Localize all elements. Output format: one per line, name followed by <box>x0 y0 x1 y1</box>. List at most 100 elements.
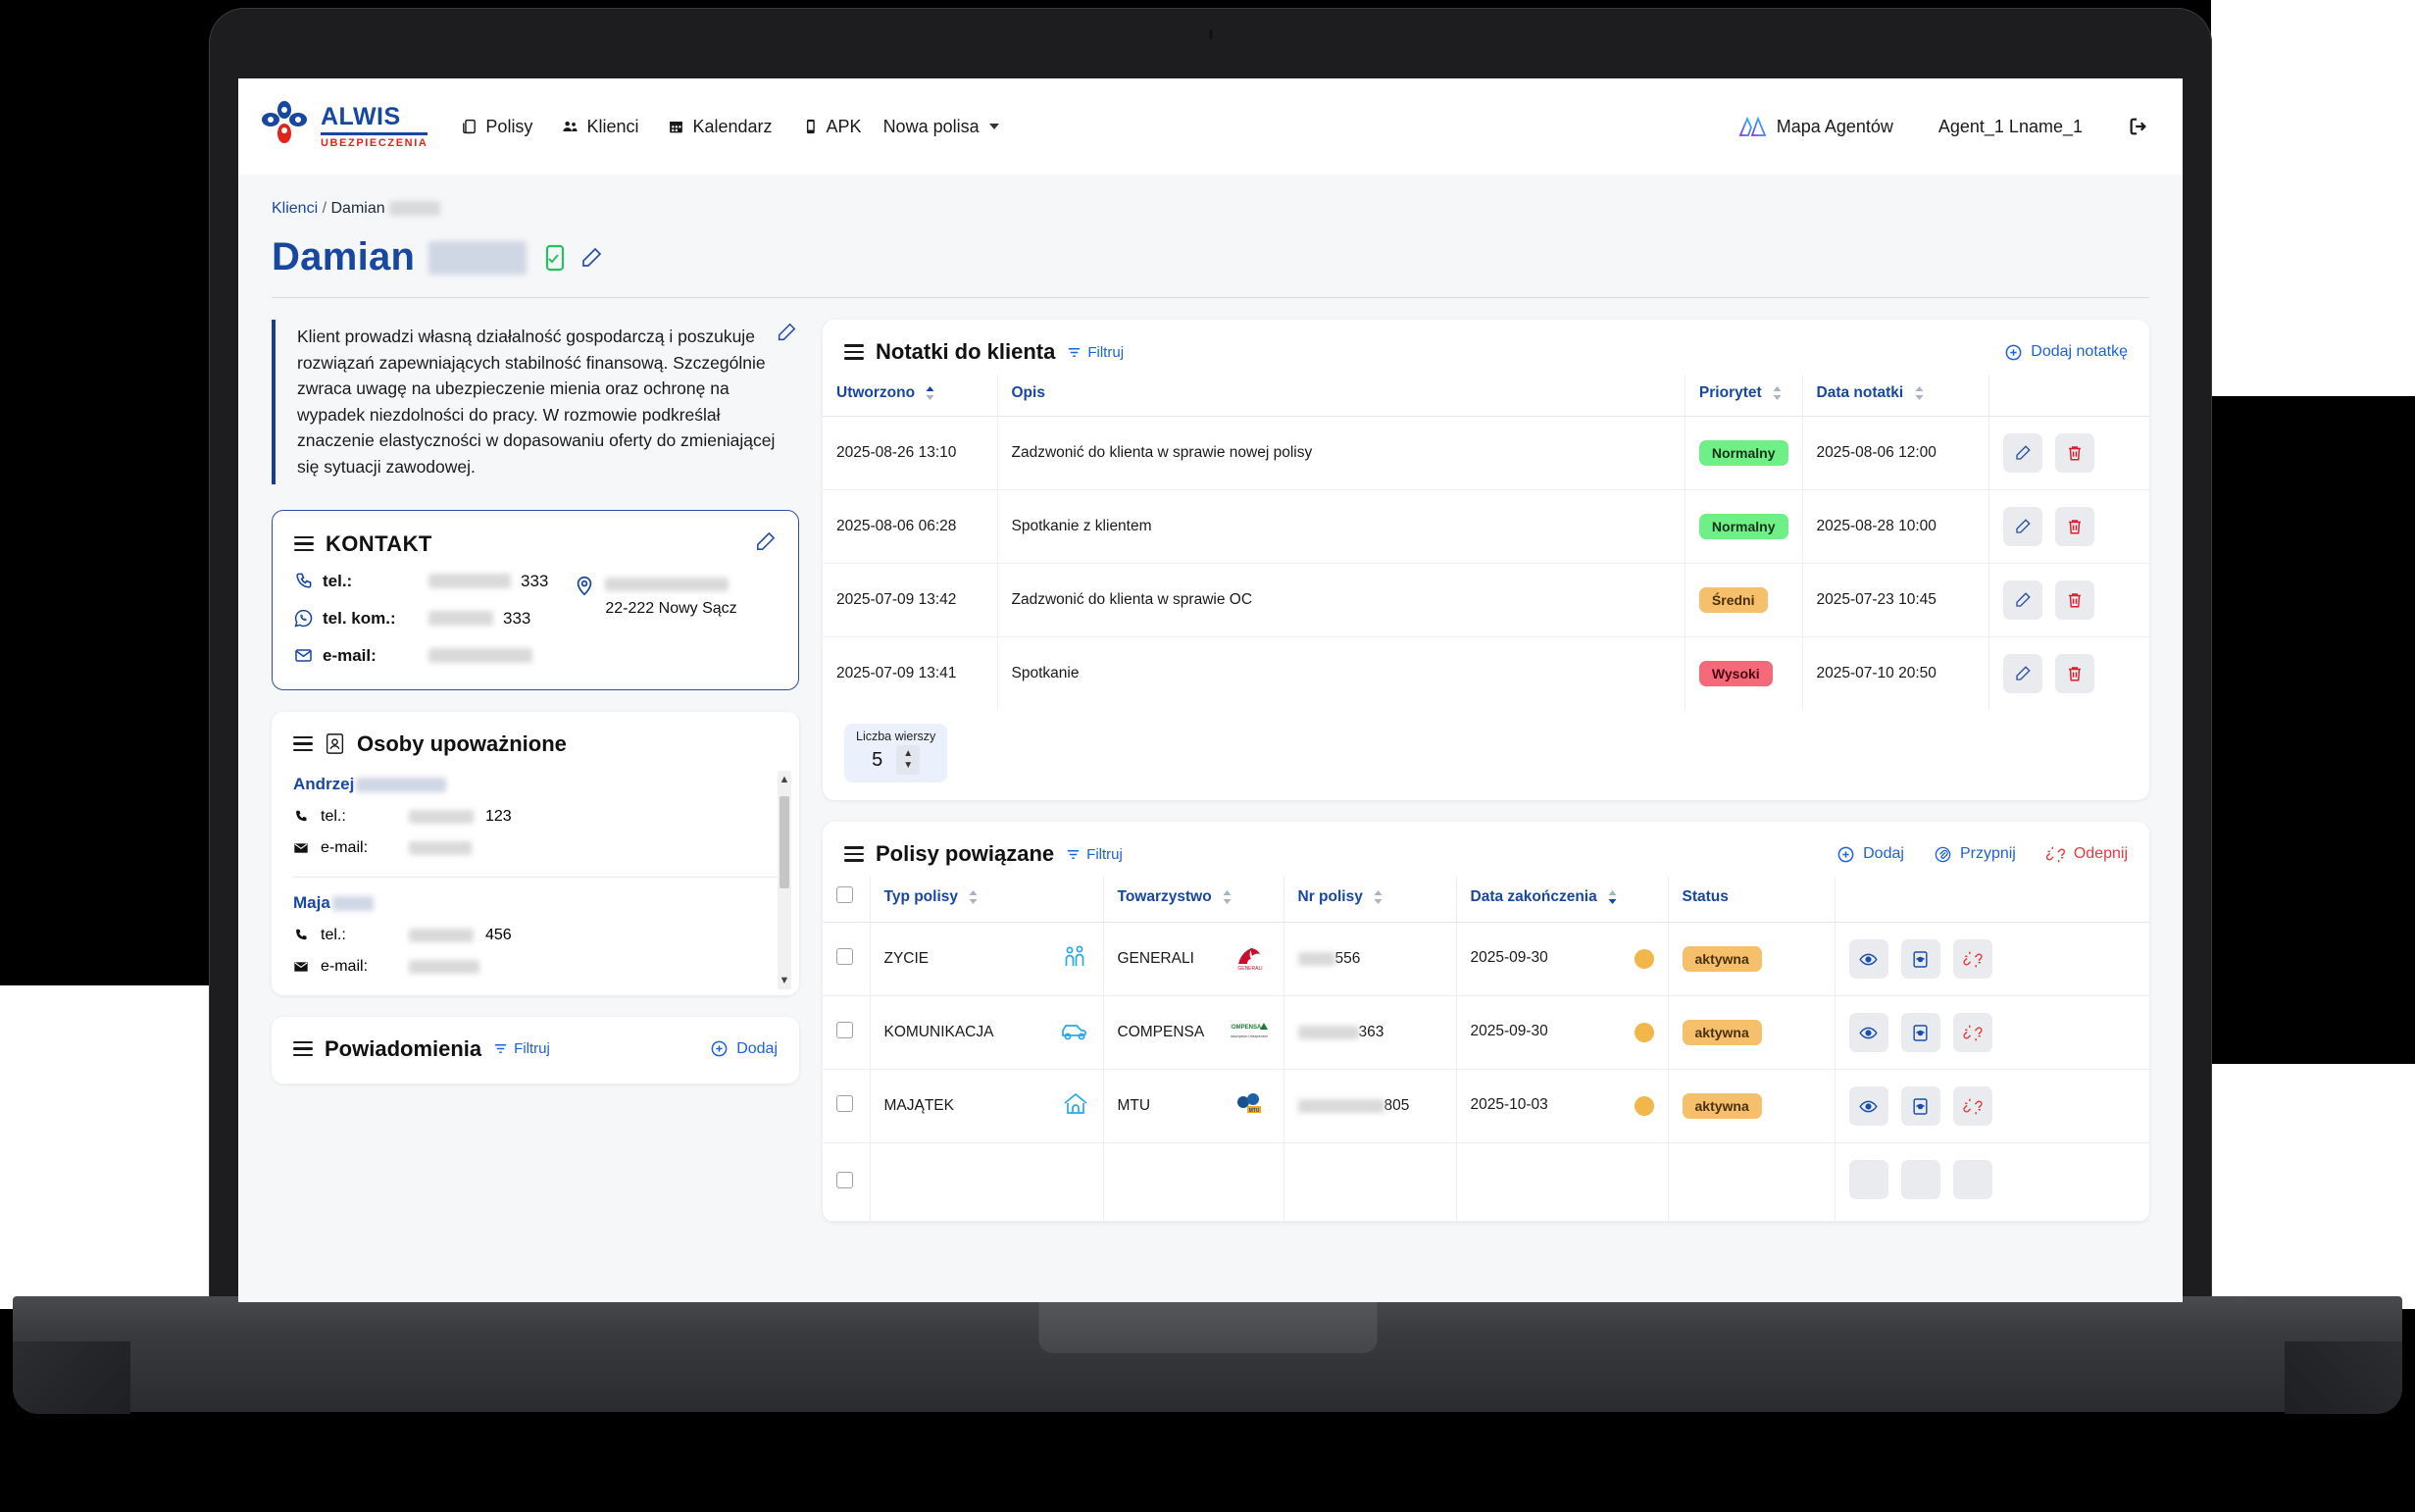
unpin-policy-button[interactable] <box>1953 1160 1993 1199</box>
edit-note-button[interactable] <box>2002 654 2042 693</box>
mail-icon <box>294 842 308 853</box>
preview-document-button[interactable] <box>1900 939 1940 979</box>
edit-note-button[interactable] <box>2002 433 2042 473</box>
row-checkbox-cell[interactable] <box>823 995 870 1070</box>
nav-item-mapa-agentow[interactable]: Mapa Agentów <box>1738 115 1893 138</box>
col-nr-polisy[interactable]: Nr polisy <box>1283 877 1456 923</box>
polisy-filter-button[interactable]: Filtruj <box>1066 846 1123 863</box>
scrollbar-thumb[interactable] <box>780 795 789 888</box>
note-priority-cell: Normalny <box>1684 489 1802 564</box>
col-utworzono[interactable]: Utworzono <box>823 375 997 417</box>
notatki-filter-button[interactable]: Filtruj <box>1067 344 1124 361</box>
delete-note-button[interactable] <box>2054 507 2094 546</box>
osoby-scroll-area[interactable]: Andrzej tel.: 123 <box>272 767 799 995</box>
brand-logo[interactable]: ALWIS UBEZPIECZENIA <box>260 100 428 153</box>
rows-per-page-stepper[interactable]: ▲ ▼ <box>896 745 921 775</box>
policy-number-masked <box>1297 1025 1359 1039</box>
policy-type-label: ZYCIE <box>883 950 930 967</box>
row-checkbox[interactable] <box>836 1022 853 1038</box>
nav-item-kalendarz[interactable]: Kalendarz <box>668 117 773 137</box>
nav-dropdown-label: Nowa polisa <box>882 116 980 136</box>
row-checkbox[interactable] <box>836 1171 853 1188</box>
table-row[interactable]: 2025-07-09 13:42 Zadzwonić do klienta w … <box>823 563 2149 637</box>
delete-note-button[interactable] <box>2054 433 2094 473</box>
table-row[interactable]: 2025-08-26 13:10 Zadzwonić do klienta w … <box>823 416 2149 490</box>
nav-item-klienci[interactable]: Klienci <box>562 117 638 137</box>
row-checkbox-cell[interactable] <box>823 922 870 996</box>
edit-note-button[interactable] <box>2002 580 2042 620</box>
drag-handle-icon[interactable] <box>844 842 864 865</box>
notatki-table-header-row: Utworzono Opis Priorytet <box>823 375 2149 417</box>
mtu-logo: MTU <box>1236 1092 1261 1114</box>
col-data-zakonczenia[interactable]: Data zakończenia <box>1455 877 1668 923</box>
expiry-indicator-dot <box>1634 949 1654 969</box>
col-towarzystwo[interactable]: Towarzystwo <box>1102 877 1283 923</box>
verified-phone-icon[interactable] <box>540 243 566 273</box>
polisy-add-button[interactable]: Dodaj <box>1836 845 1904 864</box>
scroll-up-icon[interactable]: ▲ <box>779 773 790 785</box>
preview-document-button[interactable] <box>1900 1160 1940 1199</box>
edit-note-button[interactable] <box>2002 507 2042 546</box>
unpin-policy-button[interactable] <box>1953 1086 1993 1126</box>
powiadomienia-add-label: Dodaj <box>736 1039 778 1057</box>
stepper-up-icon[interactable]: ▲ <box>903 748 914 759</box>
powiadomienia-add-button[interactable]: Dodaj <box>710 1039 778 1058</box>
policy-type-label: MAJĄTEK <box>883 1097 954 1114</box>
logout-button[interactable] <box>2128 116 2149 137</box>
row-checkbox-cell[interactable] <box>823 1142 870 1222</box>
col-opis-label: Opis <box>1011 384 1045 401</box>
preview-document-button[interactable] <box>1900 1013 1940 1052</box>
view-policy-button[interactable] <box>1848 1086 1888 1126</box>
drag-handle-icon[interactable] <box>294 532 314 555</box>
nav-user-name[interactable]: Agent_1 Lname_1 <box>1937 116 2083 136</box>
edit-kontakt-pencil-icon[interactable] <box>754 530 777 553</box>
polisy-unpin-button[interactable]: Odepnij <box>2045 845 2128 864</box>
sort-icon <box>1223 889 1232 904</box>
scroll-down-icon[interactable]: ▼ <box>779 974 790 986</box>
stepper-down-icon[interactable]: ▼ <box>903 760 914 771</box>
rows-per-page-control[interactable]: Liczba wierszy 5 ▲ ▼ <box>844 724 948 782</box>
breadcrumb-klienci[interactable]: Klienci <box>272 200 319 217</box>
col-data-notatki[interactable]: Data notatki <box>1801 375 1988 417</box>
edit-description-pencil-icon[interactable] <box>776 322 797 343</box>
drag-handle-icon[interactable] <box>293 1037 313 1060</box>
table-row[interactable]: 2025-08-06 06:28 Spotkanie z klientem No… <box>823 489 2149 564</box>
view-policy-button[interactable] <box>1848 1013 1888 1052</box>
col-typ-polisy-label: Typ polisy <box>883 888 959 905</box>
unpin-policy-button[interactable] <box>1953 939 1993 979</box>
polisy-pin-button[interactable]: Przypnij <box>1934 845 2016 864</box>
drag-handle-icon[interactable] <box>293 732 313 755</box>
col-priorytet[interactable]: Priorytet <box>1684 375 1802 417</box>
view-policy-button[interactable] <box>1848 1160 1888 1199</box>
col-data-zakonczenia-label: Data zakończenia <box>1470 888 1597 905</box>
person-name[interactable]: Maja <box>293 893 778 913</box>
edit-name-pencil-icon[interactable] <box>579 246 603 270</box>
table-row[interactable]: KOMUNIKACJA <box>823 995 2149 1070</box>
col-select-all[interactable] <box>823 877 870 923</box>
col-towarzystwo-label: Towarzystwo <box>1117 888 1212 905</box>
nav-dropdown-nowa-polisa[interactable]: Nowa polisa <box>883 117 999 137</box>
notatki-add-button[interactable]: Dodaj notatkę <box>2004 343 2128 362</box>
row-checkbox-cell[interactable] <box>823 1069 870 1143</box>
row-checkbox[interactable] <box>836 948 853 965</box>
unpin-policy-button[interactable] <box>1953 1013 1993 1052</box>
sort-icon <box>1915 385 1924 400</box>
nav-item-apk[interactable]: APK <box>802 117 862 137</box>
delete-note-button[interactable] <box>2054 580 2094 620</box>
table-row[interactable]: ZYCIE <box>823 922 2149 996</box>
person-name[interactable]: Andrzej <box>293 775 778 794</box>
preview-document-button[interactable] <box>1900 1086 1940 1126</box>
select-all-checkbox[interactable] <box>836 886 853 903</box>
policy-end-date: 2025-09-30 <box>1470 949 1548 966</box>
table-row[interactable]: MAJĄTEK <box>823 1069 2149 1143</box>
osoby-scrollbar[interactable]: ▲ ▼ <box>778 770 791 989</box>
col-typ-polisy[interactable]: Typ polisy <box>869 877 1103 923</box>
view-policy-button[interactable] <box>1848 939 1888 979</box>
table-row[interactable]: 2025-07-09 13:41 Spotkanie Wysoki 2025-0… <box>823 636 2149 710</box>
nav-item-polisy[interactable]: Polisy <box>461 117 532 137</box>
row-checkbox[interactable] <box>836 1095 853 1112</box>
delete-note-button[interactable] <box>2054 654 2094 693</box>
powiadomienia-filter-button[interactable]: Filtruj <box>493 1040 550 1057</box>
drag-handle-icon[interactable] <box>844 340 864 363</box>
table-row[interactable] <box>823 1142 2149 1222</box>
